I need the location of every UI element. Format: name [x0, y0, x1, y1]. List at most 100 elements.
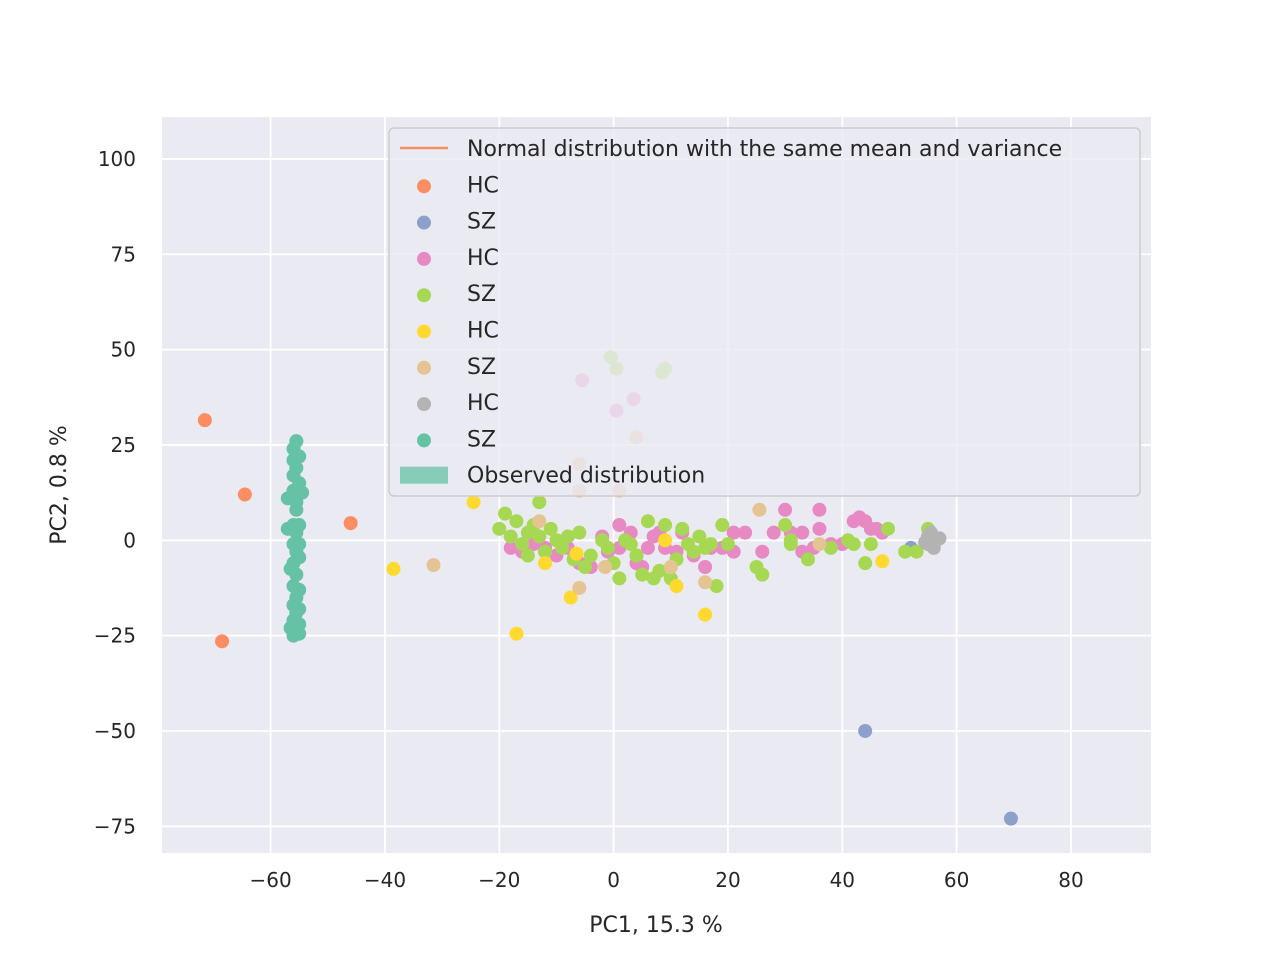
x-tick-label: −20 [478, 868, 520, 892]
data-point-series-2 [858, 723, 873, 738]
data-point-series-3 [812, 502, 827, 517]
data-point-series-4 [555, 540, 570, 555]
data-point-series-5 [569, 546, 584, 561]
legend-frame [388, 127, 1141, 497]
data-point-series-6 [572, 580, 587, 595]
data-point-series-5 [466, 495, 481, 510]
data-point-series-4 [600, 540, 615, 555]
data-point-series-6 [532, 514, 547, 529]
legend-label: SZ [467, 282, 496, 307]
data-point-series-4 [509, 514, 524, 529]
y-tick-label: −75 [94, 814, 136, 838]
data-point-series-1 [237, 487, 252, 502]
data-point-series-4 [709, 579, 724, 594]
data-point-series-3 [738, 525, 753, 540]
y-axis-label: PC2, 0.8 % [47, 425, 72, 545]
legend-marker-swatch [417, 360, 431, 375]
data-point-series-6 [812, 537, 827, 552]
legend: Normal distribution with the same mean a… [388, 127, 1141, 497]
data-point-series-7 [918, 535, 933, 550]
legend-label: HC [467, 246, 499, 271]
data-point-series-4 [623, 537, 638, 552]
legend-label: SZ [467, 355, 496, 380]
data-point-series-5 [669, 579, 684, 594]
data-point-series-4 [823, 540, 838, 555]
data-point-series-5 [509, 626, 524, 641]
data-point-series-3 [726, 525, 741, 540]
y-tick-label: 25 [111, 433, 136, 457]
data-point-series-4 [612, 571, 627, 586]
data-point-series-4 [498, 506, 513, 521]
data-point-series-4 [635, 567, 650, 582]
data-point-series-5 [538, 556, 553, 571]
data-point-series-4 [898, 544, 913, 559]
data-point-series-0 [292, 626, 307, 641]
data-point-series-4 [629, 548, 644, 563]
legend-label: HC [467, 173, 499, 198]
x-tick-label: −60 [250, 868, 292, 892]
data-point-series-1 [197, 413, 212, 428]
data-point-series-4 [881, 521, 896, 536]
data-point-series-4 [520, 548, 535, 563]
data-point-series-3 [612, 518, 627, 533]
data-points [197, 350, 1018, 826]
data-point-series-6 [426, 558, 441, 573]
data-point-series-0 [289, 525, 304, 540]
legend-marker-swatch [417, 251, 431, 266]
data-point-series-1 [343, 516, 358, 531]
data-point-series-1 [215, 634, 230, 649]
data-point-series-4 [720, 537, 735, 552]
data-point-series-5 [875, 554, 890, 569]
legend-label: Normal distribution with the same mean a… [467, 137, 1062, 162]
legend-marker-swatch [417, 215, 431, 230]
y-tick-label: 75 [111, 242, 136, 266]
x-tick-label: 40 [830, 868, 855, 892]
data-point-series-4 [532, 529, 547, 544]
data-point-series-4 [538, 544, 553, 559]
legend-marker-swatch [417, 397, 431, 412]
data-point-series-4 [578, 559, 593, 574]
data-point-series-4 [692, 529, 707, 544]
legend-label: HC [467, 391, 499, 416]
data-point-series-4 [909, 544, 924, 559]
data-point-series-6 [598, 559, 613, 574]
data-point-series-4 [572, 525, 587, 540]
data-point-series-4 [858, 556, 873, 571]
data-point-series-4 [543, 521, 558, 536]
data-point-series-6 [663, 559, 678, 574]
data-point-series-5 [658, 533, 673, 548]
legend-marker-swatch [417, 324, 431, 339]
legend-label: SZ [467, 427, 496, 452]
legend-marker-swatch [417, 433, 431, 448]
data-point-series-3 [503, 540, 518, 555]
data-point-series-4 [583, 548, 598, 563]
y-tick-label: 100 [98, 147, 136, 171]
data-point-series-3 [766, 525, 781, 540]
legend-marker-swatch [417, 288, 431, 303]
data-point-series-5 [698, 607, 713, 622]
data-point-series-3 [795, 525, 810, 540]
data-point-series-4 [715, 518, 730, 533]
y-tick-label: 0 [123, 528, 136, 552]
data-point-series-4 [658, 518, 673, 533]
data-point-series-0 [289, 502, 304, 517]
y-tick-label: −25 [94, 624, 136, 648]
data-point-series-5 [563, 590, 578, 605]
data-point-series-3 [778, 502, 793, 517]
data-point-series-6 [752, 502, 767, 517]
data-point-series-6 [698, 575, 713, 590]
y-tick-label: 50 [111, 338, 136, 362]
data-point-series-3 [698, 559, 713, 574]
data-point-series-3 [812, 521, 827, 536]
x-tick-label: −40 [364, 868, 406, 892]
data-point-series-4 [492, 521, 507, 536]
data-point-series-3 [755, 544, 770, 559]
tick-labels: −60 −40 −20 0 20 40 60 80 −75 −50 −25 0 25 50 75 100 [94, 147, 1084, 892]
data-point-series-5 [386, 561, 401, 576]
legend-patch-swatch [400, 466, 448, 484]
data-point-series-4 [703, 537, 718, 552]
legend-label: Observed distribution [467, 464, 705, 489]
data-point-series-4 [675, 521, 690, 536]
x-tick-label: 0 [607, 868, 620, 892]
